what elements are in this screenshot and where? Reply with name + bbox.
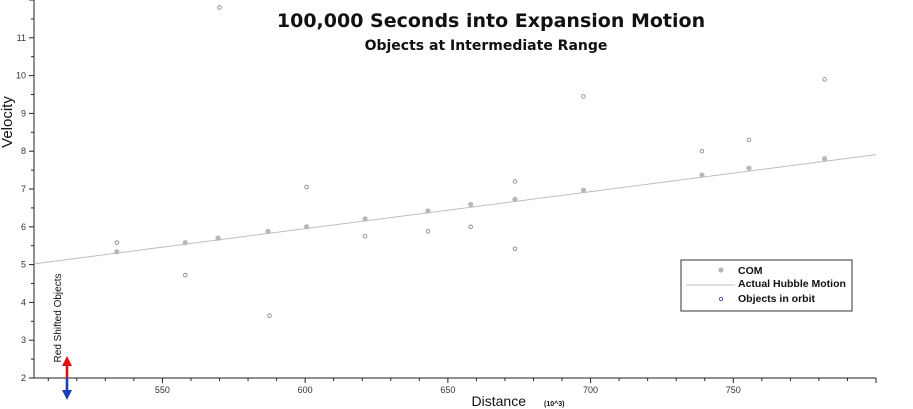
- legend-item-orbit: Objects in orbit: [718, 293, 816, 305]
- com-point: [303, 224, 310, 230]
- hubble-motion-line: [33, 154, 877, 265]
- orbit-point: [581, 94, 586, 99]
- orbit-point: [425, 229, 431, 234]
- orbit-point: [822, 77, 827, 82]
- plot-area: [33, 5, 877, 318]
- com-point: [114, 249, 120, 255]
- tick-labels: 550 600 650 700 750 2 3 4 5 6 7 8 9 10 11: [16, 33, 741, 395]
- com-point: [468, 201, 474, 208]
- com-point: [362, 216, 368, 222]
- chart-title: 100,000 Seconds into Expansion Motion: [277, 10, 705, 32]
- com-point: [512, 196, 518, 202]
- axes: [29, 0, 877, 383]
- com-point: [265, 228, 271, 234]
- y-tick-label: 10: [16, 71, 26, 81]
- orbit-point: [304, 184, 309, 190]
- x-tick-label: 600: [298, 385, 313, 395]
- com-point: [746, 165, 752, 171]
- y-tick-label: 6: [21, 222, 26, 232]
- y-tick-label: 11: [17, 33, 26, 43]
- legend: COM Actual Hubble Motion Objects in orbi…: [680, 259, 853, 312]
- orbit-point: [114, 240, 120, 245]
- x-tick-label: 750: [726, 385, 741, 395]
- orbit-point: [746, 137, 752, 143]
- y-tick-label: 9: [21, 108, 26, 118]
- x-tick-label: 550: [155, 385, 170, 395]
- y-tick-label: 8: [21, 146, 26, 156]
- orbit-point: [512, 179, 518, 184]
- y-tick-label: 5: [21, 260, 26, 270]
- y-tick-label: 7: [21, 184, 26, 194]
- y-tick-label: 3: [21, 335, 26, 345]
- x-axis-label-text: Distance: [472, 393, 527, 409]
- orbit-point: [217, 5, 222, 10]
- legend-item-hubble: Actual Hubble Motion: [686, 278, 846, 290]
- com-point: [215, 235, 221, 241]
- com-point: [822, 156, 828, 162]
- com-point: [425, 208, 431, 214]
- com-point: [182, 240, 188, 246]
- legend-orbit-marker: [718, 296, 724, 302]
- red-shift-arrow: [62, 356, 72, 400]
- orbit-point: [362, 233, 368, 239]
- legend-hubble-label: Actual Hubble Motion: [738, 278, 846, 290]
- orbit-point: [183, 272, 188, 278]
- red-shifted-annotation: Red Shifted Objects: [53, 274, 64, 363]
- legend-item-com: COM: [718, 265, 763, 277]
- legend-com-label: COM: [738, 265, 763, 277]
- orbit-point: [699, 148, 705, 154]
- legend-orbit-label: Objects in orbit: [738, 293, 816, 305]
- y-axis-label: Velocity: [0, 96, 16, 148]
- y-tick-label: 2: [21, 373, 26, 383]
- x-axis-unit: (10^3): [544, 400, 564, 408]
- chart-subtitle: Objects at Intermediate Range: [365, 38, 608, 54]
- orbit-point: [468, 224, 473, 230]
- com-point: [580, 187, 587, 193]
- x-axis-label: Distance: [472, 393, 527, 409]
- y-tick-label: 4: [21, 297, 26, 307]
- legend-com-marker: [718, 267, 724, 273]
- com-point: [699, 172, 705, 178]
- orbit-point: [512, 246, 518, 251]
- x-tick-label: 650: [440, 385, 455, 395]
- x-tick-label: 700: [583, 385, 598, 395]
- orbit-point: [267, 313, 272, 318]
